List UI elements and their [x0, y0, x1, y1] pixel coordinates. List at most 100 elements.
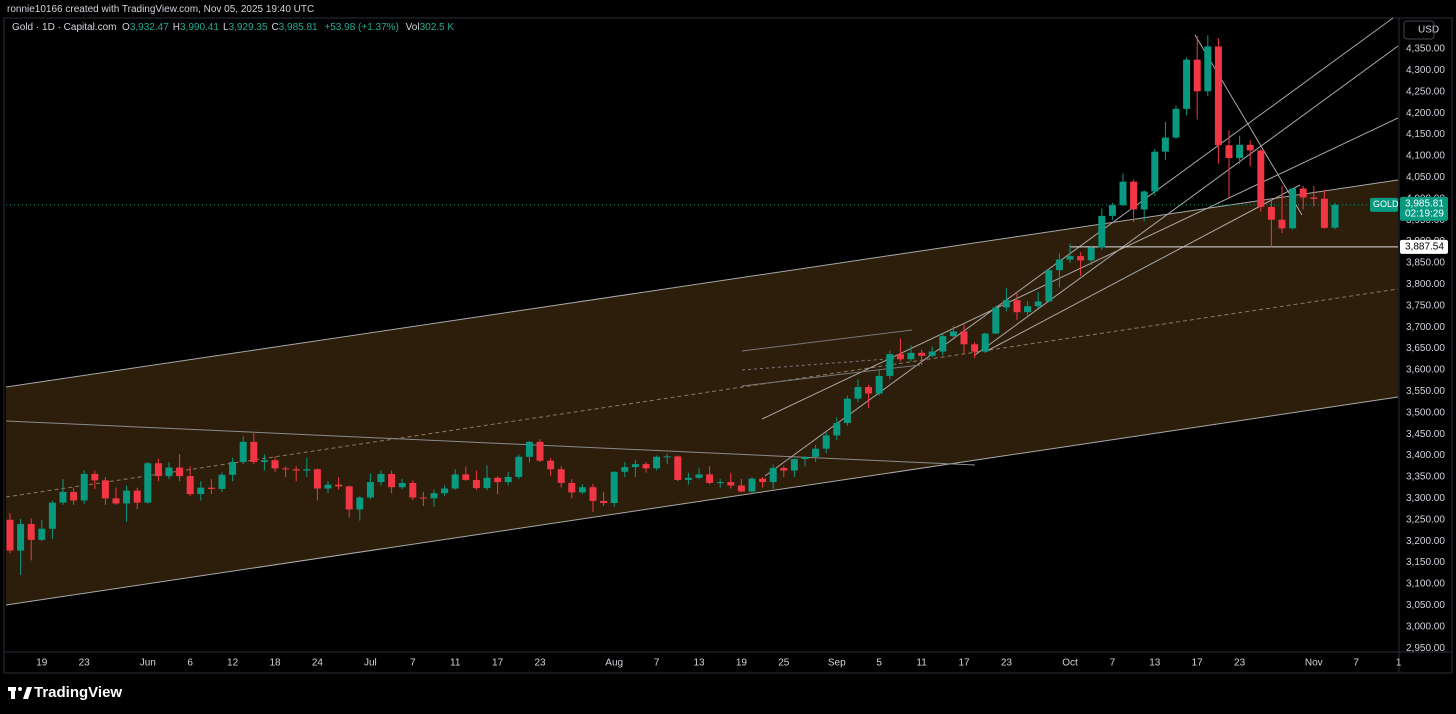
candle-body	[112, 498, 120, 504]
trend-line	[1194, 34, 1303, 216]
candle-body	[843, 398, 851, 424]
y-tick-label: 3,000.00	[1406, 621, 1445, 632]
candle-body	[154, 463, 162, 477]
candle-body	[547, 460, 555, 470]
candle-body	[1055, 259, 1063, 271]
x-tick-label: 7	[1110, 658, 1116, 669]
candle-body	[483, 477, 491, 489]
candle-body	[748, 478, 756, 492]
x-tick-label: 1	[1396, 658, 1402, 669]
y-tick-label: 3,200.00	[1406, 536, 1445, 547]
x-tick-label: Jun	[140, 658, 156, 669]
x-tick-label: 6	[187, 658, 193, 669]
ohlc: O3,932.47 H3,990.41 L3,929.35 C3,985.81	[122, 22, 322, 33]
candle-body	[790, 458, 798, 471]
x-tick-label: 5	[876, 658, 882, 669]
candle-body	[578, 487, 586, 493]
candle-body	[1299, 188, 1307, 198]
y-tick-label: 3,400.00	[1406, 450, 1445, 461]
trend-line	[741, 357, 901, 371]
volume: 302.5 K	[419, 22, 455, 33]
candle-body	[1087, 247, 1095, 261]
x-tick-label: 25	[778, 658, 790, 669]
candle-body	[684, 477, 692, 480]
candle-body	[536, 441, 544, 461]
price-line-label: 3,887.54	[1405, 242, 1444, 253]
x-tick-label: Sep	[828, 658, 846, 669]
y-tick-label: 3,300.00	[1406, 493, 1445, 504]
currency-box	[1403, 20, 1435, 40]
y-tick-label: 4,050.00	[1406, 172, 1445, 183]
y-tick-label: 3,800.00	[1406, 279, 1445, 290]
candle-body	[462, 474, 470, 480]
candle-body	[1130, 181, 1138, 210]
y-tick-label: 3,850.00	[1406, 258, 1445, 269]
x-tick-label: 18	[269, 658, 281, 669]
y-tick-label: 3,650.00	[1406, 343, 1445, 354]
y-tick-label: 4,250.00	[1406, 86, 1445, 97]
logo	[8, 687, 32, 699]
candle-body	[939, 336, 947, 352]
candle-body	[59, 491, 67, 503]
x-tick-label: Oct	[1062, 658, 1078, 669]
brand: TradingView	[34, 684, 122, 701]
candle-body	[186, 476, 194, 495]
candle-body	[1151, 151, 1159, 192]
x-tick-label: 13	[693, 658, 705, 669]
candle-body	[38, 528, 46, 540]
candle-body	[1161, 137, 1169, 152]
x-tick-label: 17	[492, 658, 504, 669]
x-tick-label: 19	[36, 658, 48, 669]
y-tick-label: 3,700.00	[1406, 322, 1445, 333]
drawings	[5, 17, 1399, 606]
ohlc-value: 3,932.47	[129, 22, 169, 33]
candle-body	[250, 441, 258, 462]
ohlc-label: H	[172, 22, 180, 33]
x-tick-label: 12	[227, 658, 239, 669]
candle-body	[631, 464, 639, 468]
candle-body	[229, 461, 237, 475]
candle-body	[335, 484, 343, 487]
candle-body	[1204, 46, 1212, 92]
candle-body	[260, 460, 268, 462]
y-tick-label: 3,550.00	[1406, 386, 1445, 397]
candle-body	[621, 467, 629, 472]
x-tick-label: Aug	[605, 658, 623, 669]
candle-body	[1098, 215, 1106, 248]
x-tick-label: 23	[1001, 658, 1013, 669]
y-tick-label: 2,950.00	[1406, 643, 1445, 654]
x-tick-label: 7	[654, 658, 660, 669]
candle-body	[737, 485, 745, 492]
ohlc-label: C	[271, 22, 279, 33]
candle-body	[441, 488, 449, 494]
candle-body	[515, 456, 523, 477]
candle-body	[653, 456, 661, 469]
currency: USD	[1418, 25, 1439, 36]
candle-body	[1045, 270, 1053, 302]
y-tick-label: 3,500.00	[1406, 407, 1445, 418]
candle-body	[388, 473, 396, 488]
candle-body	[48, 502, 56, 529]
candle-body	[6, 519, 14, 551]
candle-body	[70, 491, 78, 501]
candle-body	[1331, 204, 1339, 228]
candle-body	[833, 423, 841, 436]
candle-body	[727, 482, 735, 486]
candle-body	[1320, 198, 1328, 228]
trend-line	[984, 184, 1301, 353]
candle-body	[992, 307, 1000, 334]
candle-body	[345, 486, 353, 510]
candle-body	[610, 471, 618, 504]
ohlc-value: 3,990.41	[180, 22, 219, 33]
candle-body	[133, 490, 141, 503]
candle-body	[875, 375, 883, 394]
candle-body	[207, 487, 215, 489]
candle-body	[663, 456, 671, 458]
price-line-box	[1400, 239, 1448, 254]
candle-body	[292, 469, 300, 471]
candle-body	[377, 473, 385, 483]
last-price-label: 3,985.81	[1405, 198, 1444, 209]
trend-line	[5, 420, 976, 466]
candle-body	[101, 480, 109, 499]
